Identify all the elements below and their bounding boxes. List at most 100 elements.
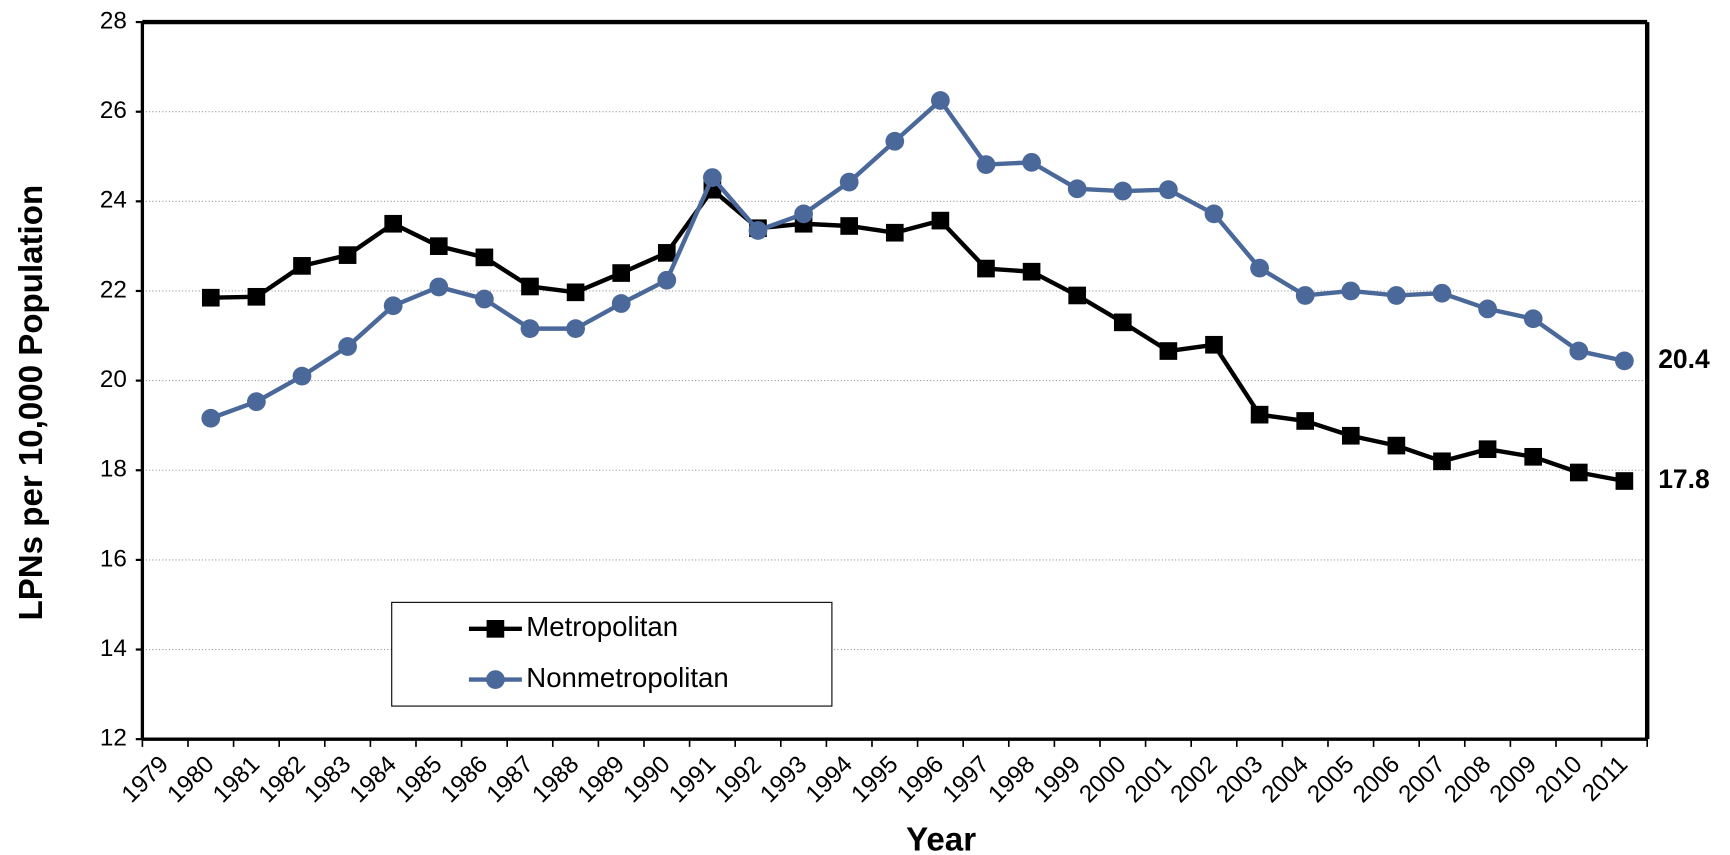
x-tick-label: 1996 bbox=[892, 751, 949, 808]
data-point bbox=[657, 270, 677, 290]
y-tick-label: 12 bbox=[100, 725, 127, 752]
x-tick-label: 2003 bbox=[1211, 751, 1268, 808]
data-point bbox=[1295, 286, 1315, 305]
data-point bbox=[292, 366, 312, 386]
data-point bbox=[1067, 179, 1087, 199]
data-point bbox=[1615, 351, 1634, 371]
data-point bbox=[201, 408, 221, 428]
x-tick-label: 1994 bbox=[801, 751, 858, 808]
data-point bbox=[475, 289, 494, 309]
data-point bbox=[977, 259, 995, 278]
data-point bbox=[521, 277, 539, 296]
data-point bbox=[1159, 180, 1178, 200]
data-point bbox=[429, 277, 449, 297]
x-tick-label: 2009 bbox=[1485, 751, 1542, 808]
legend-marker bbox=[486, 670, 505, 689]
y-tick-label: 16 bbox=[100, 545, 127, 572]
legend-label: Metropolitan bbox=[526, 611, 678, 642]
data-point bbox=[1615, 472, 1634, 490]
series-line bbox=[210, 187, 1625, 484]
x-tick-label: 1980 bbox=[162, 751, 219, 808]
data-point bbox=[1523, 309, 1543, 329]
x-tick-label: 1985 bbox=[390, 751, 447, 808]
data-point bbox=[1387, 436, 1406, 455]
x-tick-label: 1987 bbox=[481, 751, 538, 808]
data-point bbox=[612, 264, 631, 282]
legend-label: Nonmetropolitan bbox=[526, 662, 728, 693]
y-tick-label: 18 bbox=[100, 456, 127, 483]
data-point bbox=[885, 131, 905, 151]
data-point bbox=[931, 91, 950, 110]
y-tick-label: 22 bbox=[100, 276, 127, 303]
data-point bbox=[1022, 152, 1041, 172]
x-tick-label: 2006 bbox=[1348, 751, 1405, 808]
data-point bbox=[840, 217, 859, 235]
data-point bbox=[794, 204, 813, 224]
data-point bbox=[1524, 447, 1543, 466]
data-point bbox=[657, 244, 676, 262]
x-tick-label: 2008 bbox=[1439, 751, 1496, 808]
y-axis-title: LPNs per 10,000 Population bbox=[13, 185, 50, 621]
data-point bbox=[1478, 299, 1497, 319]
data-point bbox=[338, 246, 357, 264]
x-axis-title: Year bbox=[906, 821, 976, 855]
data-point bbox=[1341, 281, 1361, 301]
data-point bbox=[1068, 286, 1087, 305]
data-point bbox=[1204, 204, 1224, 224]
x-tick-label: 1990 bbox=[618, 751, 675, 808]
x-tick-label: 1986 bbox=[436, 751, 493, 808]
x-tick-label: 2001 bbox=[1120, 751, 1177, 808]
data-point bbox=[1022, 262, 1041, 281]
data-point bbox=[383, 296, 403, 316]
data-point bbox=[475, 248, 494, 267]
data-point bbox=[611, 294, 631, 313]
x-tick-label: 1984 bbox=[345, 751, 402, 808]
value-label: 20.4 bbox=[1658, 344, 1710, 374]
data-point bbox=[839, 172, 859, 192]
data-point bbox=[1341, 426, 1360, 445]
x-tick-label: 1998 bbox=[983, 751, 1040, 808]
data-point bbox=[1432, 283, 1452, 303]
series-line bbox=[210, 98, 1625, 421]
data-point bbox=[1569, 463, 1588, 482]
data-point bbox=[384, 214, 403, 233]
data-point bbox=[1250, 405, 1269, 424]
y-tick-label: 20 bbox=[100, 366, 127, 393]
y-tick-label: 26 bbox=[100, 97, 127, 124]
x-tick-label: 1999 bbox=[1029, 751, 1086, 808]
x-tick-label: 1981 bbox=[208, 751, 265, 808]
data-point bbox=[1478, 440, 1497, 459]
data-point bbox=[429, 237, 448, 255]
value-label: 17.8 bbox=[1658, 464, 1710, 494]
data-point bbox=[247, 392, 266, 412]
data-point bbox=[338, 337, 357, 356]
x-tick-label: 2011 bbox=[1577, 751, 1633, 807]
x-tick-label: 1979 bbox=[117, 751, 174, 808]
data-point bbox=[1296, 412, 1315, 430]
data-point bbox=[885, 223, 904, 242]
data-point bbox=[293, 257, 311, 275]
x-tick-label: 1991 bbox=[664, 751, 721, 808]
data-point bbox=[976, 155, 996, 174]
data-point bbox=[1387, 286, 1406, 305]
x-tick-label: 2000 bbox=[1074, 751, 1131, 808]
x-tick-label: 2010 bbox=[1530, 751, 1587, 808]
data-point bbox=[1113, 181, 1133, 201]
data-point bbox=[1113, 313, 1132, 332]
x-tick-label: 1982 bbox=[253, 751, 310, 808]
x-tick-label: 1995 bbox=[846, 751, 903, 808]
data-point bbox=[566, 319, 585, 339]
data-point bbox=[1205, 335, 1223, 354]
x-tick-label: 1988 bbox=[527, 751, 584, 808]
data-point bbox=[1159, 342, 1178, 360]
y-tick-label: 24 bbox=[100, 187, 127, 214]
x-tick-label: 2004 bbox=[1257, 751, 1314, 808]
x-tick-label: 1992 bbox=[709, 751, 766, 808]
data-point bbox=[1569, 341, 1589, 361]
data-point bbox=[703, 168, 722, 187]
data-point bbox=[247, 287, 266, 306]
x-tick-label: 1989 bbox=[573, 751, 630, 808]
data-point bbox=[748, 221, 768, 240]
x-tick-label: 1993 bbox=[755, 751, 812, 808]
